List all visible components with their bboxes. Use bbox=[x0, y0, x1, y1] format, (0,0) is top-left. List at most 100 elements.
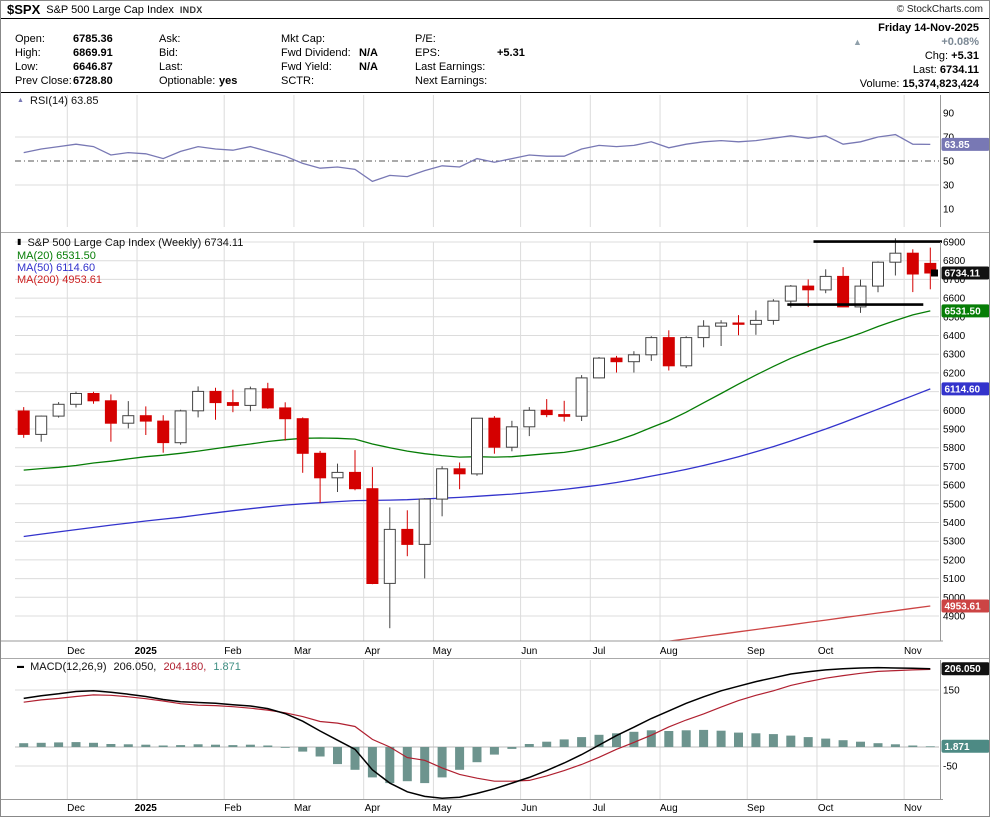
axis-label: 5200 bbox=[943, 555, 966, 566]
quote-value: 6646.87 bbox=[73, 61, 113, 73]
month-label: Oct bbox=[818, 646, 834, 657]
quote-field: High: 6869.91 bbox=[15, 46, 137, 60]
hist-bar bbox=[455, 747, 465, 770]
quote-label: Optionable: bbox=[159, 75, 216, 87]
hist-bar bbox=[681, 730, 691, 747]
legend-ma200: MA(200) 4953.61 bbox=[17, 274, 102, 286]
copyright-link[interactable]: © StockCharts.com bbox=[896, 4, 983, 15]
quote-field: Last: bbox=[159, 60, 259, 74]
hist-bar bbox=[245, 744, 255, 747]
month-label: Mar bbox=[294, 646, 312, 657]
hist-bar bbox=[228, 745, 238, 747]
hist-bar bbox=[594, 734, 604, 747]
axis-label: 6200 bbox=[943, 368, 966, 379]
hist-bar bbox=[716, 730, 726, 747]
candle-down bbox=[610, 357, 623, 363]
candle-up bbox=[767, 300, 780, 321]
axis-badge: 6734.11 bbox=[941, 266, 989, 280]
quote-value: N/A bbox=[359, 47, 378, 59]
month-label: Jul bbox=[593, 803, 606, 814]
index-name: S&P 500 Large Cap Index bbox=[46, 3, 174, 16]
candle-down bbox=[209, 390, 222, 404]
hist-bar bbox=[89, 742, 98, 747]
hist-bar bbox=[856, 741, 865, 747]
chg-value: +5.31 bbox=[951, 50, 979, 62]
charts: 907050301063.85 490050005100520053005400… bbox=[1, 93, 989, 816]
hist-bar bbox=[367, 747, 377, 778]
hist-bar bbox=[577, 737, 587, 747]
candle-down bbox=[924, 262, 937, 274]
axis-label: -50 bbox=[943, 762, 958, 773]
month-label: Aug bbox=[660, 646, 678, 657]
candle-down bbox=[906, 252, 919, 275]
macd-line bbox=[23, 666, 931, 800]
macd-name: MACD(12,26,9) bbox=[30, 661, 107, 673]
candle-up bbox=[680, 337, 693, 367]
hist-bar bbox=[141, 744, 151, 747]
quote-value: N/A bbox=[359, 61, 378, 73]
candle-down bbox=[488, 417, 501, 448]
axis-badge: 6531.50 bbox=[941, 304, 989, 317]
quote-field: EPS: +5.31 bbox=[415, 46, 525, 60]
candle-up bbox=[331, 471, 344, 479]
candle-down bbox=[296, 418, 309, 454]
candle-up bbox=[627, 354, 640, 363]
svg-text:6114.60: 6114.60 bbox=[945, 384, 981, 395]
quote-column: P/E: EPS: +5.31 Last Earnings: Next Earnings… bbox=[415, 32, 525, 88]
hist-bar bbox=[768, 734, 778, 747]
svg-text:63.85: 63.85 bbox=[945, 140, 970, 151]
rsi-line bbox=[23, 133, 931, 183]
axis-label: 5800 bbox=[943, 443, 966, 454]
month-label: May bbox=[433, 803, 452, 814]
price-title-text: S&P 500 Large Cap Index (Weekly) 6734.11 bbox=[27, 237, 244, 249]
ma50-line bbox=[23, 388, 931, 538]
hist-bar bbox=[211, 744, 220, 747]
quote-field: Fwd Dividend: N/A bbox=[281, 46, 393, 60]
price-title: ▮ S&P 500 Large Cap Index (Weekly) 6734.… bbox=[17, 237, 243, 249]
axis-label: 50 bbox=[943, 157, 955, 168]
candle-up bbox=[35, 415, 48, 435]
month-label: 2025 bbox=[135, 646, 158, 657]
macd-hist-value: 1.871 bbox=[213, 661, 241, 673]
quote-field: Optionable: yes bbox=[159, 74, 259, 88]
candle-down bbox=[662, 337, 675, 367]
hist-bar bbox=[437, 747, 447, 778]
axis-label: 5000 bbox=[943, 593, 966, 604]
chg-row: Chg: +5.31 bbox=[853, 49, 979, 63]
candle-down bbox=[87, 393, 100, 402]
hist-bar bbox=[333, 747, 342, 765]
hist-bar bbox=[524, 744, 534, 747]
axis-label: 6300 bbox=[943, 350, 966, 361]
candle-up bbox=[436, 468, 449, 500]
quote-value: 6728.80 bbox=[73, 75, 113, 87]
axis-label: 4900 bbox=[943, 612, 966, 623]
hist-bar bbox=[193, 744, 203, 747]
candle-up bbox=[383, 528, 396, 584]
hist-bar bbox=[786, 735, 796, 747]
candle-up bbox=[645, 337, 658, 356]
candle-up bbox=[872, 261, 884, 287]
candle-up bbox=[575, 377, 588, 417]
month-label: Apr bbox=[365, 646, 381, 657]
quote-field: Prev Close:6728.80 bbox=[15, 74, 137, 88]
hist-bar bbox=[559, 739, 569, 747]
quote-label: Ask: bbox=[159, 33, 181, 45]
quote-label: EPS: bbox=[415, 47, 441, 59]
last-row: Last: 6734.11 bbox=[853, 63, 979, 77]
hist-bar bbox=[420, 747, 430, 784]
quote-value: yes bbox=[219, 75, 238, 87]
candle-up bbox=[523, 409, 536, 428]
rsi-label: ▲ RSI(14) 63.85 bbox=[17, 95, 98, 107]
axis-badge: 4953.61 bbox=[941, 599, 989, 613]
axis-label: 90 bbox=[943, 109, 955, 120]
hist-bar bbox=[123, 744, 133, 747]
quote-field: Next Earnings: bbox=[415, 74, 525, 88]
axis-label: 6700 bbox=[943, 275, 966, 286]
axis-label: 6400 bbox=[943, 331, 966, 342]
macd-indicator-icon: ▬ bbox=[17, 663, 24, 670]
quote-summary: Friday 14-Nov-2025 ▲ +0.08% Chg: +5.31 L… bbox=[853, 22, 979, 91]
price-chart-icon: ▮ bbox=[17, 237, 22, 246]
quote-field: Open: 6785.36 bbox=[15, 32, 137, 46]
hist-bar bbox=[472, 747, 482, 763]
quote-label: Mkt Cap: bbox=[281, 33, 326, 45]
